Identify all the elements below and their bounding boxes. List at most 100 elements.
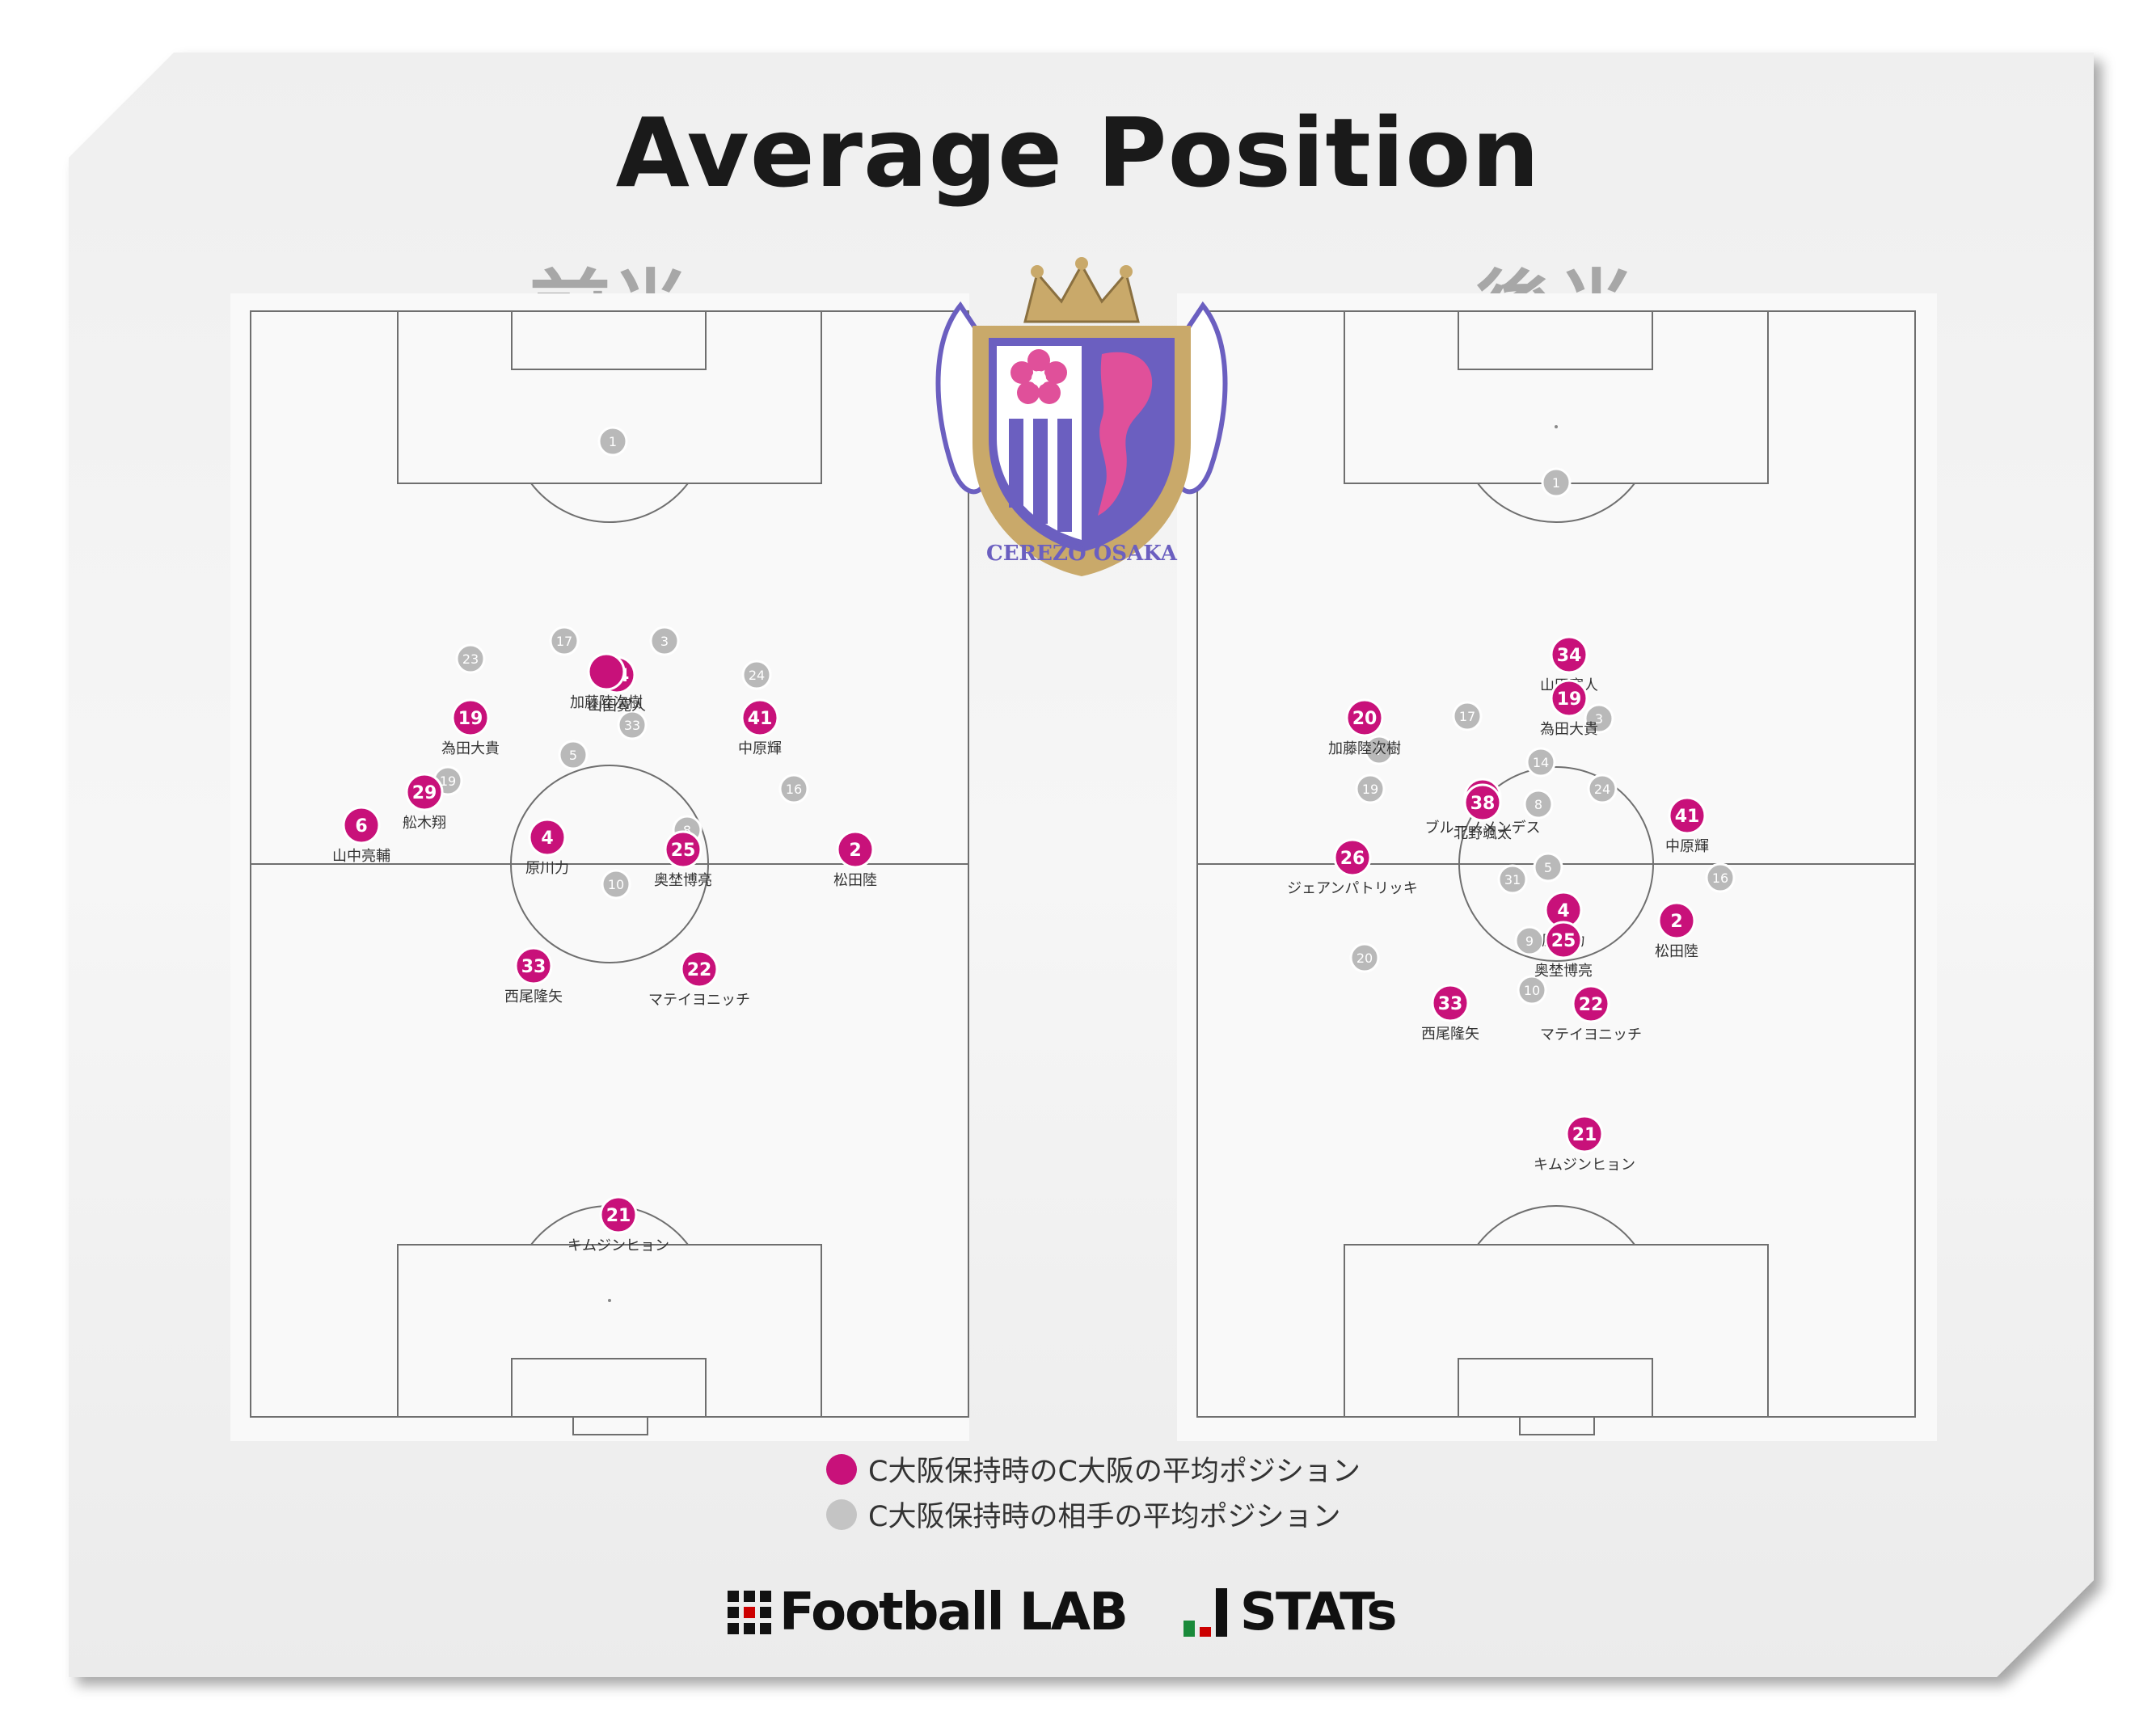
player-marker-away: 8 [1523, 789, 1554, 820]
player-dot [558, 740, 589, 770]
player-number: 29 [412, 783, 437, 803]
legend-label-home: C大阪保持時のC大阪の平均ポジション [868, 1456, 1361, 1488]
player-dot [1525, 747, 1556, 778]
player-marker-home: 21 キムジンヒョン [567, 1195, 669, 1254]
player-number: 14 [1533, 755, 1549, 770]
player-name: 原川力 [525, 860, 569, 877]
player-number: 33 [624, 718, 640, 733]
player-dot [1587, 773, 1618, 804]
player-number: 17 [556, 634, 572, 649]
player-dot [1349, 942, 1380, 973]
player-marker-home: 25 奥埜博亮 [654, 830, 712, 889]
legend-item-home: C大阪保持時のC大阪の平均ポジション [826, 1448, 1361, 1490]
legend-label-away: C大阪保持時の相手の平均ポジション [868, 1501, 1341, 1533]
player-number: 19 [458, 709, 483, 729]
player-marker-away: 10 [601, 869, 631, 900]
player-number: 21 [1572, 1125, 1597, 1145]
player-number: 8 [1534, 797, 1542, 812]
player-dot [1533, 852, 1563, 883]
player-name: キムジンヒョン [1534, 1157, 1635, 1174]
player-name: 西尾隆矢 [1421, 1026, 1479, 1043]
player-marker-home: 33 西尾隆矢 [504, 946, 563, 1005]
player-number: 34 [1557, 646, 1582, 666]
player-marker-away: 7 [1364, 735, 1394, 765]
player-marker-away: 1 [597, 426, 628, 457]
player-number: 7 [1375, 743, 1383, 758]
player-marker-home: 41 中原輝 [738, 698, 782, 757]
player-dot [1584, 703, 1614, 734]
player-name: 奥埜博亮 [1534, 963, 1593, 980]
player-dot [451, 698, 490, 737]
player-dot [1345, 698, 1384, 737]
player-marker-home: 6 山中亮輔 [332, 806, 390, 865]
player-number: 19 [1557, 689, 1582, 710]
legend-swatch-home [826, 1453, 857, 1485]
player-number: 5 [569, 748, 577, 763]
player-dot [1565, 1115, 1604, 1153]
player-name: 中原輝 [1665, 838, 1709, 855]
player-number: 26 [1340, 849, 1365, 869]
legend-item-away: C大阪保持時の相手の平均ポジション [826, 1494, 1340, 1535]
player-marker-home: 4 原川力 [525, 818, 569, 877]
player-name: 加藤陸次樹 [570, 694, 643, 711]
player-dot [1463, 783, 1502, 822]
player-number: 25 [1551, 931, 1576, 951]
cerezo-osaka-crest: CEREZO OSAKA [935, 257, 1228, 576]
player-dot [587, 652, 626, 691]
player-name: 舩木翔 [403, 815, 446, 832]
player-marker-away: 1 [1541, 467, 1572, 498]
player-dot [1572, 984, 1610, 1023]
player-name: 松田陸 [1655, 943, 1698, 960]
player-number: 19 [1362, 782, 1378, 797]
player-marker-away: 16 [778, 773, 809, 804]
player-marker-home: 21 キムジンヒョン [1534, 1115, 1635, 1174]
player-number: 25 [671, 841, 696, 861]
player-number: 17 [1459, 709, 1475, 724]
player-marker-away: 19 [1355, 773, 1386, 804]
player-number: 2 [849, 841, 861, 861]
chart-title: Average Position [615, 97, 1541, 209]
player-marker-home: 19 為田大貴 [1540, 679, 1598, 738]
player-number: 1 [609, 434, 617, 449]
player-name: 為田大貴 [441, 740, 500, 757]
player-marker-away: 9 [1514, 925, 1545, 956]
player-marker-away: 17 [1452, 701, 1483, 731]
player-dot [455, 643, 486, 674]
player-marker-away: 31 [1497, 864, 1528, 895]
player-name: マテイヨニッチ [648, 992, 750, 1009]
player-dot [1550, 679, 1589, 718]
first-half-pitch: 1173232433519168106山中亮輔19為田大貴29舩木翔4原川力34… [230, 293, 969, 1441]
player-number: 4 [541, 828, 553, 849]
player-marker-home: 2 松田陸 [833, 830, 877, 889]
player-marker-away: 5 [558, 740, 589, 770]
player-number: 16 [1712, 870, 1728, 886]
player-name: ブルーノメンデス [1425, 819, 1541, 837]
player-dot [549, 626, 580, 656]
player-marker-home: 25 奥埜博亮 [1534, 921, 1593, 980]
player-name: 奥埜博亮 [654, 872, 712, 889]
player-dot [599, 1195, 638, 1234]
player-name: 北野颯太 [1454, 825, 1512, 842]
player-marker-home: 41 中原輝 [1665, 796, 1709, 855]
player-dot [1541, 467, 1572, 498]
player-number: 5 [1544, 860, 1552, 875]
player-number: 31 [1504, 872, 1521, 887]
player-marker-home: 29 舩木翔 [403, 773, 446, 832]
player-dot [1523, 789, 1554, 820]
player-marker-home: 加藤陸次樹 [570, 652, 643, 711]
football-lab-logo: Football LAB [779, 1583, 1129, 1642]
player-number: 19 [440, 773, 456, 789]
player-number: 16 [786, 782, 802, 797]
player-dot [778, 773, 809, 804]
player-marker-away: 14 [1525, 747, 1556, 778]
stats-bars-icon [1183, 1588, 1227, 1637]
player-dot [1514, 925, 1545, 956]
player-number: 3 [660, 634, 669, 649]
player-marker-away: 3 [649, 626, 680, 656]
player-number: 10 [1524, 983, 1540, 998]
player-dot [664, 830, 702, 869]
player-number: 2 [1670, 912, 1682, 932]
player-dot [1364, 735, 1394, 765]
player-dot [528, 818, 567, 857]
player-name: マテイヨニッチ [1540, 1026, 1642, 1043]
